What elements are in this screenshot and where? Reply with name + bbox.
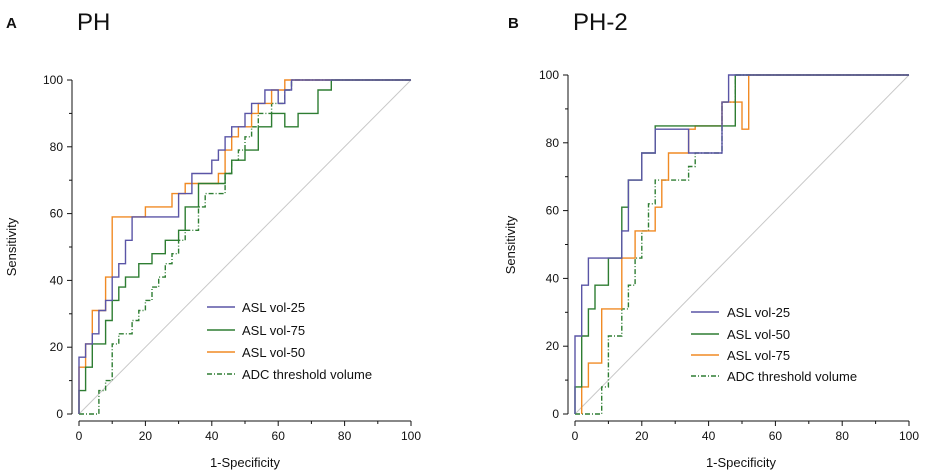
panel-b-x-axis-label: 1-Specificity: [706, 455, 777, 470]
panel-a-y-tick-label: 100: [43, 73, 63, 87]
panel-a-y-tick-label: 40: [50, 273, 64, 287]
panel-a-y-axis-label: Sensitivity: [4, 217, 19, 276]
panel-b-x-tick-label: 20: [635, 429, 649, 443]
panel-b-plot-area: 0 20 40 60 80 100 0 20 40 60 80 100: [539, 68, 919, 443]
panel-b-legend-label-asl-vol-75: ASL vol-75: [727, 348, 790, 363]
panel-b-series-asl-vol-25: [574, 74, 909, 414]
panel-b-x-tick-label: 0: [572, 429, 579, 443]
panel-a-x-tick-label: 100: [401, 429, 421, 443]
panel-b-y-tick-label: 60: [546, 204, 560, 218]
panel-b-y-tick-label: 40: [546, 271, 560, 285]
panel-b-x-tick-label: 60: [769, 429, 783, 443]
panel-a-series-asl-vol-75: [78, 79, 411, 414]
panel-b-y-tick-label: 20: [546, 339, 560, 353]
panel-a-x-axis-label: 1-Specificity: [210, 455, 281, 470]
panel-b-letter: B: [508, 15, 519, 32]
panel-a-y-tick-label: 20: [50, 340, 64, 354]
panel-a-x-tick-label: 60: [272, 429, 286, 443]
panel-b-legend-label-adc-threshold-volume: ADC threshold volume: [727, 369, 857, 384]
panel-b-title: PH-2: [573, 9, 628, 36]
panel-a-y-tick-label: 0: [56, 407, 63, 421]
panel-a-legend-label-asl-vol-75: ASL vol-75: [242, 323, 305, 338]
panel-b-x-tick-label: 80: [836, 429, 850, 443]
panel-a-series-adc-threshold-volume: [79, 79, 411, 415]
panel-b-y-tick-label: 0: [552, 407, 559, 421]
panel-b-reference-diagonal: [574, 74, 910, 415]
panel-b-legend: ASL vol-25 ASL vol-50 ASL vol-75 ADC thr…: [691, 305, 857, 384]
panel-a-x-tick-label: 40: [205, 429, 219, 443]
panel-a-reference-diagonal: [78, 79, 412, 415]
panel-b-legend-label-asl-vol-50: ASL vol-50: [727, 327, 790, 342]
panel-a-y-tick-label: 80: [50, 140, 64, 154]
panel-a-x-tick-label: 80: [338, 429, 352, 443]
panel-b-legend-label-asl-vol-25: ASL vol-25: [727, 305, 790, 320]
panel-a-legend: ASL vol-25 ASL vol-75 ASL vol-50 ADC thr…: [207, 300, 372, 382]
panel-b-x-tick-label: 40: [702, 429, 716, 443]
panel-b: B PH-2 0 20 40 60 80 100 0 20 40 60 80 100 1-Specif…: [503, 9, 919, 470]
panel-a: A PH 0 20 40 60 80 100 0 20 40 60 80 100 1-Specific…: [4, 9, 421, 470]
panel-a-y-tick-label: 60: [50, 207, 64, 221]
panel-a-series-asl-vol-25: [78, 79, 411, 414]
panel-a-legend-label-adc-threshold-volume: ADC threshold volume: [242, 367, 372, 382]
panel-a-plot-area: 0 20 40 60 80 100 0 20 40 60 80 100: [43, 73, 421, 443]
panel-b-y-axis-label: Sensitivity: [503, 215, 518, 274]
panel-a-legend-label-asl-vol-50: ASL vol-50: [242, 345, 305, 360]
panel-b-x-tick-label: 100: [899, 429, 919, 443]
panel-b-y-tick-label: 100: [539, 68, 559, 82]
panel-a-x-tick-label: 20: [139, 429, 153, 443]
panel-b-series-asl-vol-75: [581, 74, 909, 414]
panel-a-x-tick-label: 0: [76, 429, 83, 443]
panel-a-letter: A: [6, 15, 17, 32]
panel-b-y-tick-label: 80: [546, 136, 560, 150]
panel-a-legend-label-asl-vol-25: ASL vol-25: [242, 300, 305, 315]
panel-a-title: PH: [77, 9, 110, 36]
